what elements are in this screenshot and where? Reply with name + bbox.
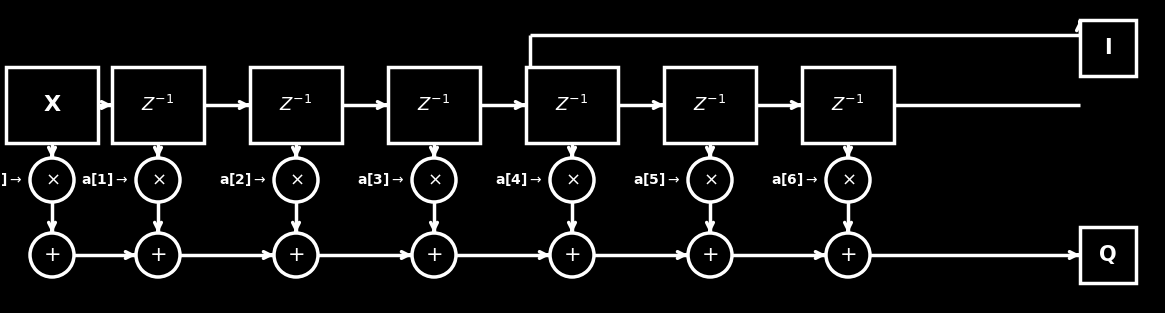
Text: $+$: $+$ bbox=[701, 245, 719, 265]
Text: a[3]$\rightarrow$: a[3]$\rightarrow$ bbox=[356, 172, 404, 188]
Bar bbox=[802, 67, 894, 143]
Text: $+$: $+$ bbox=[149, 245, 167, 265]
Text: $Z^{-1}$: $Z^{-1}$ bbox=[417, 95, 451, 115]
Bar bbox=[112, 67, 204, 143]
Circle shape bbox=[30, 233, 75, 277]
Text: $+$: $+$ bbox=[288, 245, 305, 265]
Circle shape bbox=[274, 158, 318, 202]
Text: $+$: $+$ bbox=[839, 245, 856, 265]
Text: $Z^{-1}$: $Z^{-1}$ bbox=[556, 95, 588, 115]
Circle shape bbox=[689, 233, 732, 277]
Text: a[1]$\rightarrow$: a[1]$\rightarrow$ bbox=[80, 172, 128, 188]
Text: a[4]$\rightarrow$: a[4]$\rightarrow$ bbox=[495, 172, 542, 188]
Circle shape bbox=[689, 158, 732, 202]
Text: $Z^{-1}$: $Z^{-1}$ bbox=[693, 95, 727, 115]
Bar bbox=[388, 67, 480, 143]
Text: $+$: $+$ bbox=[425, 245, 443, 265]
Circle shape bbox=[30, 158, 75, 202]
Text: $\times$: $\times$ bbox=[841, 171, 855, 189]
Text: $\times$: $\times$ bbox=[44, 171, 59, 189]
Bar bbox=[527, 67, 617, 143]
Circle shape bbox=[412, 158, 456, 202]
Bar bbox=[1080, 227, 1136, 283]
Circle shape bbox=[412, 233, 456, 277]
Text: $\times$: $\times$ bbox=[289, 171, 303, 189]
Text: a[5]$\rightarrow$: a[5]$\rightarrow$ bbox=[633, 172, 680, 188]
Circle shape bbox=[550, 158, 594, 202]
Text: a[2]$\rightarrow$: a[2]$\rightarrow$ bbox=[219, 172, 266, 188]
Text: X: X bbox=[43, 95, 61, 115]
Text: Q: Q bbox=[1100, 245, 1117, 265]
Circle shape bbox=[136, 158, 181, 202]
Text: $\times$: $\times$ bbox=[565, 171, 579, 189]
Text: $+$: $+$ bbox=[43, 245, 61, 265]
Text: a[0]$\rightarrow$: a[0]$\rightarrow$ bbox=[0, 172, 22, 188]
Bar bbox=[664, 67, 756, 143]
Text: $\times$: $\times$ bbox=[150, 171, 165, 189]
Circle shape bbox=[550, 233, 594, 277]
Circle shape bbox=[274, 233, 318, 277]
Circle shape bbox=[826, 233, 870, 277]
Bar bbox=[1080, 20, 1136, 76]
Text: $Z^{-1}$: $Z^{-1}$ bbox=[141, 95, 175, 115]
Circle shape bbox=[826, 158, 870, 202]
Bar bbox=[250, 67, 343, 143]
Text: $\times$: $\times$ bbox=[426, 171, 442, 189]
Text: $\times$: $\times$ bbox=[702, 171, 718, 189]
Text: I: I bbox=[1104, 38, 1111, 58]
Circle shape bbox=[136, 233, 181, 277]
Text: $Z^{-1}$: $Z^{-1}$ bbox=[832, 95, 864, 115]
Text: $+$: $+$ bbox=[564, 245, 580, 265]
Bar bbox=[6, 67, 98, 143]
Text: a[6]$\rightarrow$: a[6]$\rightarrow$ bbox=[771, 172, 818, 188]
Text: $Z^{-1}$: $Z^{-1}$ bbox=[280, 95, 312, 115]
